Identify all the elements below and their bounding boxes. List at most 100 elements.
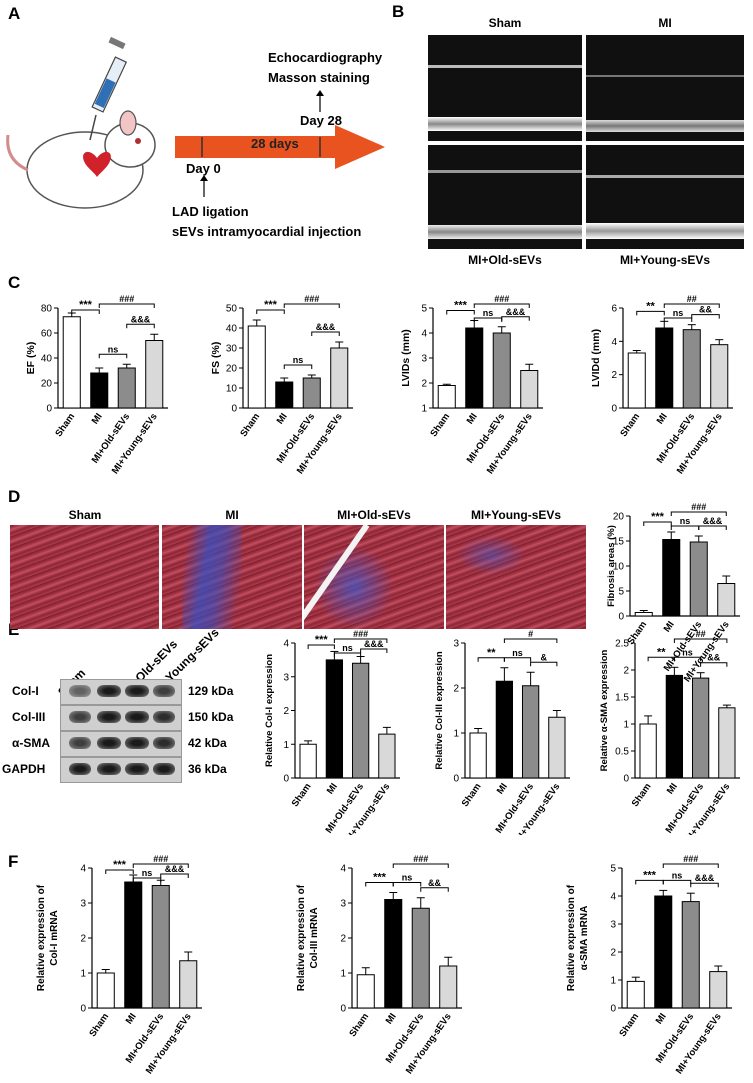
significance-bracket bbox=[98, 303, 155, 308]
timeline-day28: Day 28 bbox=[300, 113, 342, 128]
bar bbox=[384, 899, 403, 1009]
y-tick-label: 2.5 bbox=[615, 639, 629, 650]
timeline-start-1: LAD ligation bbox=[172, 204, 249, 219]
significance-bracket bbox=[698, 525, 727, 530]
x-tick-label: MI bbox=[275, 411, 290, 426]
significance-label: ns bbox=[402, 873, 413, 883]
histology-mi-young-sevs bbox=[446, 525, 586, 629]
bar bbox=[492, 332, 511, 409]
size-label-gapdh: 36 kDa bbox=[188, 762, 227, 776]
significance-bracket bbox=[283, 303, 340, 308]
y-axis-label: Relative expression of bbox=[296, 884, 307, 991]
y-axis-label: Relative α-SMA expression bbox=[599, 649, 610, 771]
significance-bracket bbox=[392, 882, 422, 887]
western-blot bbox=[60, 679, 182, 799]
panel-label-c: C bbox=[8, 273, 21, 292]
y-tick-label: 1 bbox=[340, 969, 346, 980]
histology-label-mi-old: MI+Old-sEVs bbox=[337, 508, 411, 522]
bar bbox=[689, 541, 708, 617]
significance-bracket bbox=[283, 364, 313, 369]
significance-label: & bbox=[541, 652, 548, 662]
significance-bracket bbox=[501, 316, 530, 321]
size-label-col-i: 129 kDa bbox=[188, 684, 234, 698]
significance-label: ns bbox=[672, 870, 683, 880]
y-tick-label: 0 bbox=[80, 1004, 86, 1015]
significance-bracket bbox=[473, 303, 530, 308]
significance-bracket bbox=[670, 525, 700, 530]
panel-label-f: F bbox=[8, 852, 19, 871]
x-tick-label: Sham bbox=[630, 781, 654, 809]
y-tick-label: 1 bbox=[283, 740, 289, 751]
significance-label: &&& bbox=[695, 873, 715, 883]
y-tick-label: 1 bbox=[80, 969, 86, 980]
bar bbox=[151, 885, 170, 1009]
x-tick-label: Sham bbox=[460, 781, 484, 809]
significance-label: ### bbox=[153, 854, 168, 864]
y-tick-label: 4 bbox=[340, 864, 346, 875]
y-axis-label-line2: α-SMA mRNA bbox=[579, 906, 590, 971]
y-tick-label: 2 bbox=[610, 948, 616, 959]
x-tick-label: Sham bbox=[290, 781, 314, 809]
y-tick-label: 2 bbox=[611, 370, 617, 381]
up-arrow-icon bbox=[200, 175, 208, 197]
y-tick-label: 0 bbox=[623, 774, 629, 785]
significance-label: && bbox=[707, 653, 720, 663]
y-tick-label: 4 bbox=[421, 329, 427, 340]
significance-label: ### bbox=[413, 854, 428, 864]
y-tick-label: 2 bbox=[421, 379, 427, 390]
bar bbox=[521, 685, 540, 779]
y-tick-label: 0 bbox=[618, 612, 624, 623]
protein-label-col-iii: Col-III bbox=[12, 710, 46, 724]
x-tick-label: Sham bbox=[238, 411, 262, 439]
significance-bracket bbox=[673, 656, 702, 662]
bar bbox=[718, 707, 736, 779]
bar bbox=[639, 723, 657, 779]
y-axis-label: Relative expression of bbox=[36, 884, 47, 991]
significance-label: *** bbox=[113, 859, 127, 871]
y-tick-label: 4 bbox=[80, 864, 86, 875]
y-tick-label: 60 bbox=[41, 329, 53, 340]
significance-bracket bbox=[256, 309, 285, 314]
bar bbox=[179, 960, 198, 1009]
significance-label: ** bbox=[646, 300, 655, 312]
timeline-day0: Day 0 bbox=[186, 161, 221, 176]
significance-bracket bbox=[663, 317, 693, 322]
significance-bracket bbox=[126, 323, 155, 329]
significance-bracket bbox=[662, 863, 719, 868]
bar bbox=[330, 347, 349, 409]
bar bbox=[691, 677, 710, 779]
y-tick-label: 1 bbox=[610, 976, 616, 987]
significance-label: &&& bbox=[165, 864, 185, 874]
y-tick-label: 2 bbox=[340, 934, 346, 945]
significance-label: &&& bbox=[316, 322, 336, 332]
histology-label-sham: Sham bbox=[68, 508, 102, 522]
bar bbox=[439, 965, 458, 1009]
significance-label: ### bbox=[683, 854, 698, 864]
protein-label-col-i: Col-I bbox=[12, 684, 39, 698]
echo-label-mi-young: MI+Young-sEVs bbox=[619, 253, 711, 267]
y-axis-label: Relative expression of bbox=[566, 884, 577, 991]
protein-label-a-sma: α-SMA bbox=[12, 736, 51, 750]
x-tick-label: MI bbox=[384, 1011, 399, 1026]
y-tick-label: 3 bbox=[610, 920, 616, 931]
bar bbox=[437, 385, 456, 409]
y-axis-label: Relative Col-III expression bbox=[434, 651, 445, 769]
size-label-col-iii: 150 kDa bbox=[188, 710, 234, 724]
bar bbox=[90, 372, 109, 409]
significance-bracket bbox=[503, 657, 532, 662]
bar bbox=[247, 325, 266, 409]
significance-label: *** bbox=[454, 300, 468, 312]
y-tick-label: 1 bbox=[421, 404, 427, 415]
panel-label-d: D bbox=[8, 487, 21, 506]
y-tick-label: 1 bbox=[623, 720, 629, 731]
y-tick-label: 40 bbox=[226, 324, 238, 335]
y-tick-label: 5 bbox=[421, 304, 427, 315]
significance-label: ns bbox=[293, 355, 304, 365]
size-label-a-sma: 42 kDa bbox=[188, 736, 227, 750]
y-tick-label: 3 bbox=[283, 672, 289, 683]
significance-bracket bbox=[360, 648, 388, 653]
significance-label: &&& bbox=[506, 307, 526, 317]
